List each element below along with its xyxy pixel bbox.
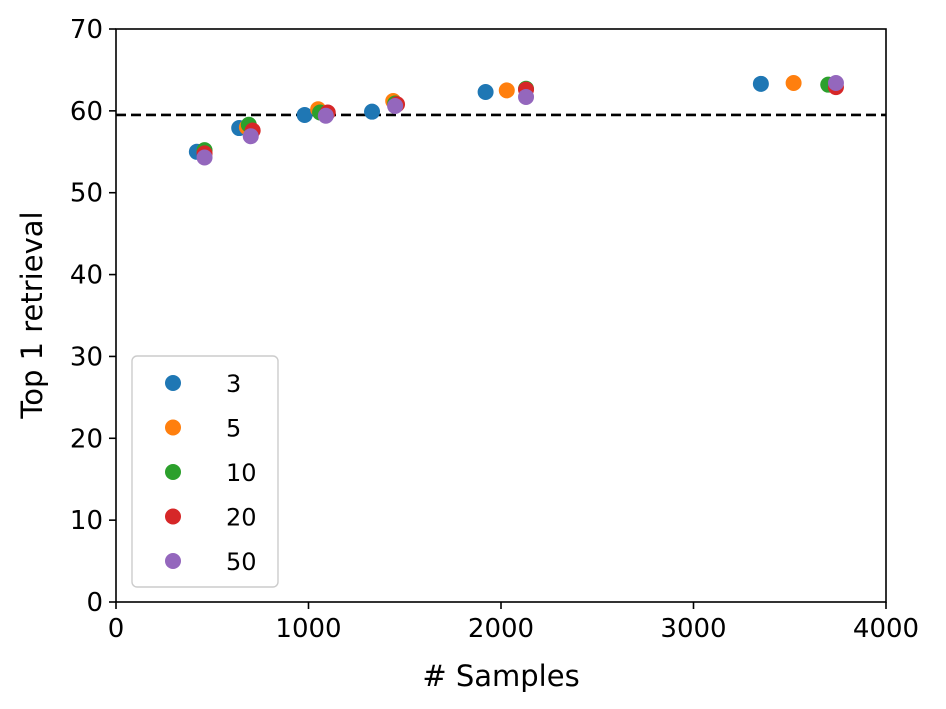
- y-tick-label: 60: [70, 97, 103, 127]
- point-series-3-5: [752, 75, 769, 92]
- point-series-50-3: [387, 97, 404, 114]
- legend-label-10: 10: [226, 459, 257, 487]
- legend-box: [131, 355, 279, 588]
- point-series-50-0: [196, 149, 213, 166]
- y-tick-label: 30: [70, 342, 103, 372]
- x-tick-label: 0: [108, 614, 125, 644]
- point-series-5-5: [785, 75, 802, 92]
- legend-marker-5: [165, 419, 181, 436]
- y-axis-label: Top 1 retrieval: [15, 211, 49, 419]
- legend-marker-50: [165, 553, 181, 569]
- x-tick-label: 2000: [468, 614, 534, 644]
- data-points: [188, 75, 844, 166]
- x-tick-label: 4000: [853, 614, 919, 644]
- point-series-3-3: [364, 103, 381, 120]
- x-tick-label: 1000: [275, 614, 341, 644]
- legend-label-20: 20: [226, 504, 257, 532]
- point-series-50-5: [827, 75, 844, 92]
- y-tick-label: 40: [70, 261, 103, 291]
- x-axis-label: # Samples: [422, 659, 579, 693]
- point-series-50-4: [518, 88, 535, 105]
- y-tick-label: 20: [70, 424, 103, 454]
- point-series-5-4: [498, 82, 515, 99]
- legend-label-3: 3: [226, 370, 241, 398]
- legend-label-50: 50: [226, 548, 257, 576]
- legend-marker-20: [165, 508, 181, 525]
- point-series-3-4: [477, 84, 494, 101]
- point-series-50-2: [317, 107, 334, 124]
- x-axis-ticks: 0 1000 2000 3000 4000: [108, 602, 919, 644]
- legend-marker-10: [165, 464, 181, 480]
- legend: 3 5 10 20 50: [131, 355, 279, 588]
- y-tick-label: 0: [86, 588, 103, 618]
- legend-label-5: 5: [226, 415, 241, 443]
- y-tick-label: 70: [70, 15, 103, 45]
- point-series-50-1: [242, 128, 259, 145]
- point-series-3-2: [296, 106, 313, 123]
- x-tick-label: 3000: [660, 614, 726, 644]
- y-axis-ticks: 0 10 20 30 40 50 60 70: [70, 15, 116, 618]
- y-tick-label: 10: [70, 506, 103, 536]
- y-tick-label: 50: [70, 179, 103, 209]
- legend-marker-3: [165, 375, 181, 391]
